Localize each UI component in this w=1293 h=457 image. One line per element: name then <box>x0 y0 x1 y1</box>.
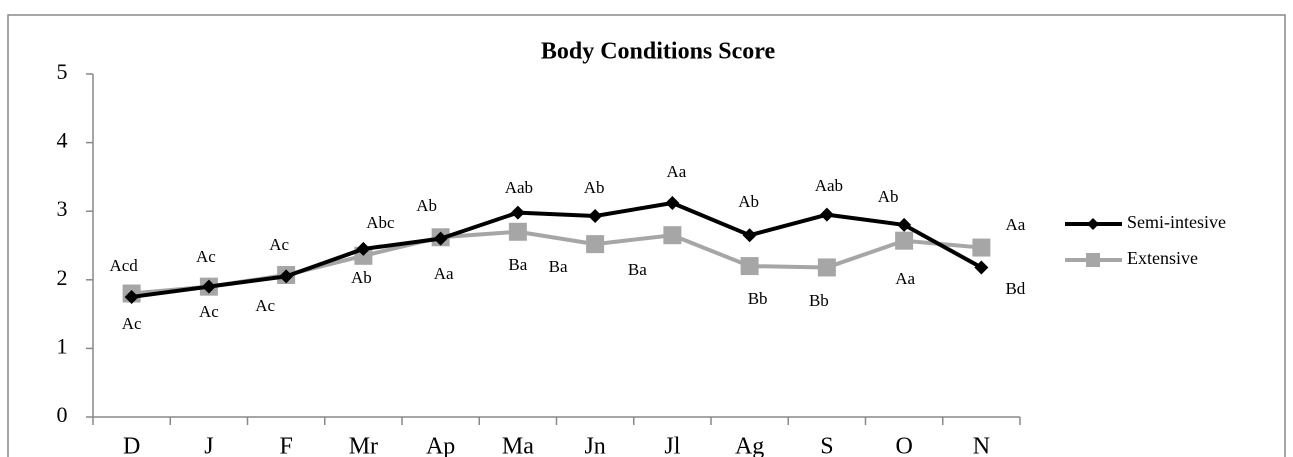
y-tick-label: 2 <box>57 265 68 290</box>
x-tick-label: N <box>973 434 990 457</box>
annotation: Ac <box>255 296 275 315</box>
y-tick-label: 4 <box>57 128 68 153</box>
point-marker <box>588 209 603 224</box>
annotation: Ab <box>416 196 437 215</box>
point-marker <box>974 260 989 275</box>
annotation: Ac <box>199 302 219 321</box>
point-marker <box>508 222 527 241</box>
y-tick-label: 1 <box>57 333 68 358</box>
annotation: Ba <box>549 257 568 276</box>
chart-frame <box>7 14 1286 457</box>
x-tick-label: O <box>895 434 912 457</box>
annotation: Aa <box>1005 215 1025 234</box>
legend-label: Extensive <box>1127 248 1198 268</box>
y-tick-label: 3 <box>57 196 68 221</box>
annotation: Ba <box>508 255 527 274</box>
point-marker <box>201 279 216 294</box>
annotation: Aa <box>895 269 915 288</box>
x-tick-label: Ma <box>502 434 534 457</box>
y-tick-label: 5 <box>57 59 68 84</box>
point-marker <box>740 257 759 276</box>
legend-marker <box>1087 218 1099 230</box>
point-marker <box>279 269 294 284</box>
annotation: Ab <box>878 187 899 206</box>
series-line <box>131 200 983 299</box>
annotation: Ab <box>351 268 372 287</box>
point-marker <box>586 235 605 254</box>
point-marker <box>742 228 757 243</box>
point-marker <box>663 226 682 245</box>
annotation: Ab <box>584 178 605 197</box>
y-tick-label: 0 <box>57 402 68 427</box>
x-tick-label: Ag <box>735 434 764 457</box>
annotation: Aab <box>505 178 533 197</box>
point-marker <box>972 238 991 257</box>
point-marker <box>510 205 525 220</box>
point-marker <box>356 241 371 256</box>
legend-marker <box>1086 253 1100 267</box>
point-marker <box>897 217 912 232</box>
annotation: Abc <box>366 213 395 232</box>
x-tick-label: D <box>123 434 140 457</box>
annotation: Ac <box>269 235 289 254</box>
annotation: Ba <box>628 260 647 279</box>
point-marker <box>819 207 834 222</box>
point-marker <box>433 231 448 246</box>
point-marker <box>124 289 139 304</box>
x-tick-label: Jn <box>584 434 605 457</box>
x-tick-label: Jl <box>664 434 680 457</box>
annotation: Bb <box>748 289 768 308</box>
point-marker <box>817 258 836 277</box>
chart-title: Body Conditions Score <box>541 39 776 65</box>
point-marker <box>895 231 914 250</box>
annotation: Bb <box>809 291 829 310</box>
annotation: Ab <box>738 192 759 211</box>
annotation: Aa <box>434 264 454 283</box>
x-tick-label: Ap <box>426 434 455 457</box>
x-tick-label: Mr <box>349 434 378 457</box>
annotation: Acd <box>109 256 138 275</box>
annotation: Aab <box>815 176 843 195</box>
annotation: Aa <box>666 162 686 181</box>
legend-label: Semi-intesive <box>1127 212 1226 232</box>
x-tick-label: F <box>279 434 292 457</box>
annotation: Ac <box>196 247 216 266</box>
point-marker <box>665 195 680 210</box>
x-tick-label: S <box>820 434 833 457</box>
annotation: Bd <box>1005 279 1025 298</box>
x-tick-label: J <box>204 434 213 457</box>
annotation: Ac <box>122 314 142 333</box>
